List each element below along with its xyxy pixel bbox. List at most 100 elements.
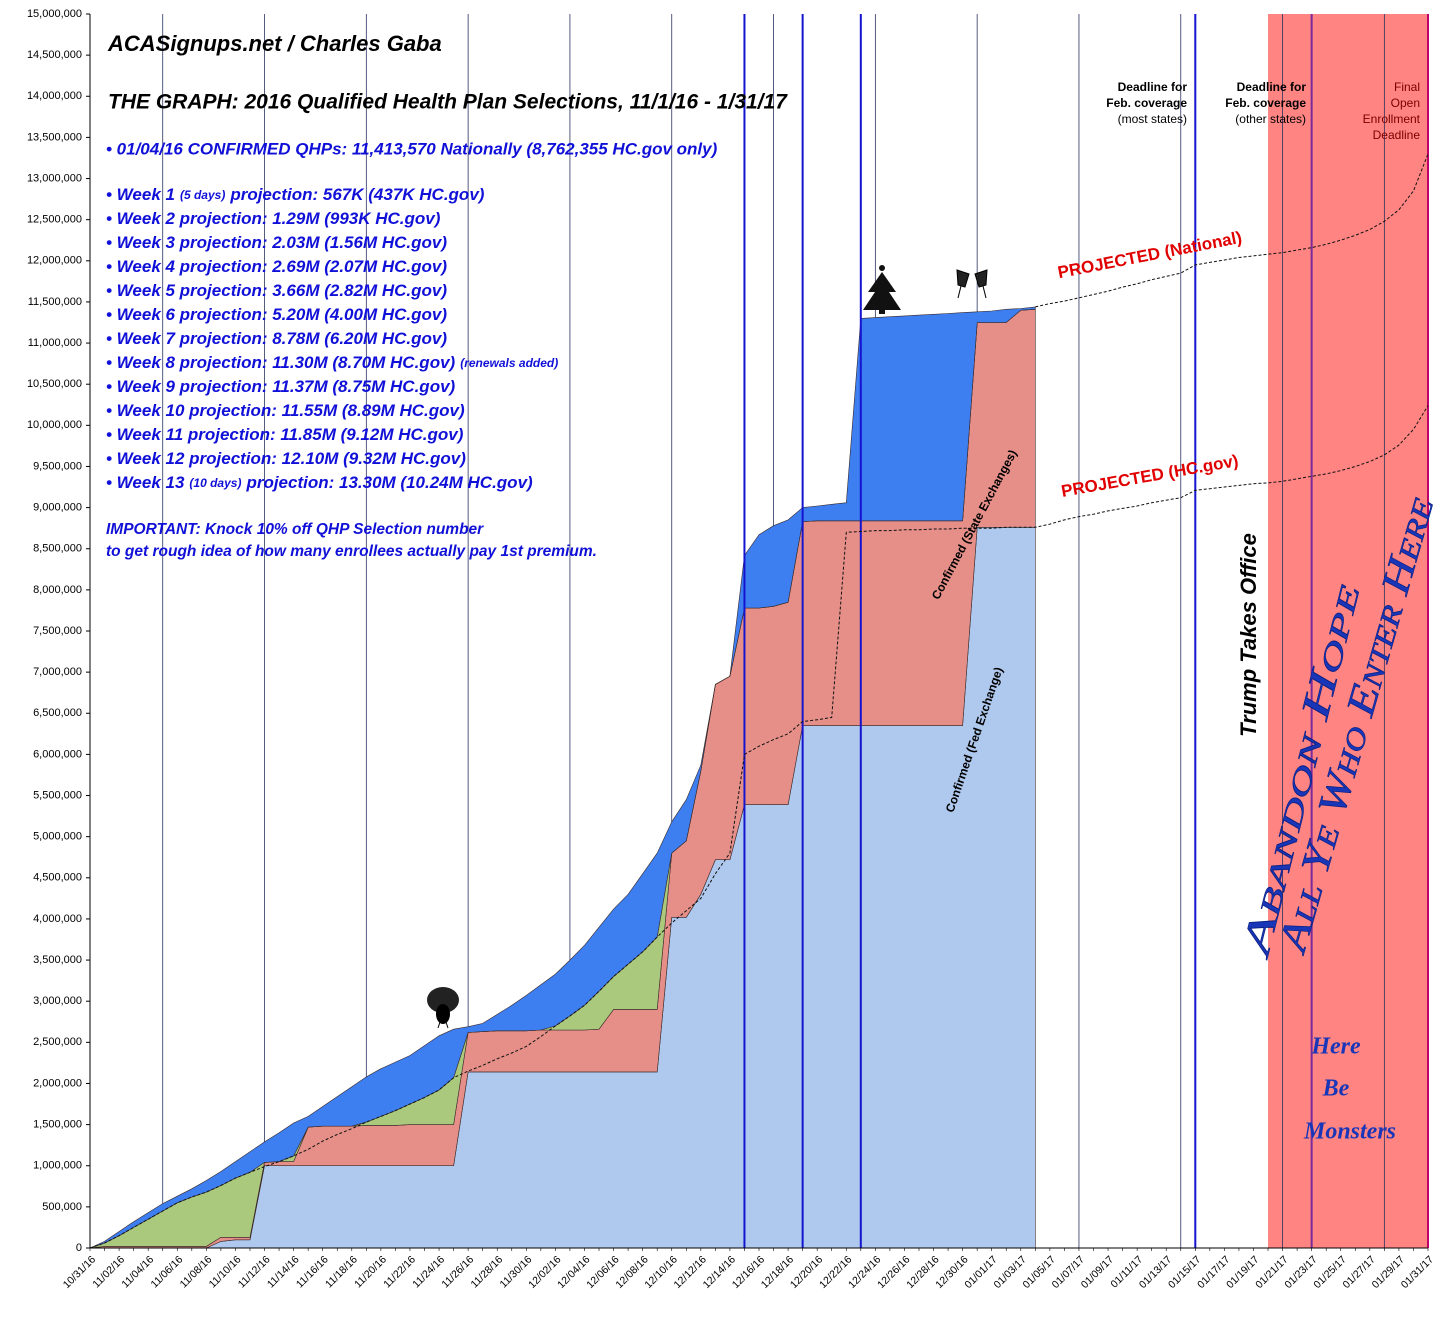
y-tick-label: 500,000 bbox=[42, 1201, 82, 1213]
week-note-part: • Week 4 projection: 2.69M (2.07M HC.gov… bbox=[106, 257, 447, 276]
y-tick-label: 6,000,000 bbox=[33, 748, 82, 760]
y-tick-label: 13,000,000 bbox=[27, 172, 82, 184]
week-note-part: • Week 10 projection: 11.55M (8.89M HC.g… bbox=[106, 401, 465, 420]
week-note: • Week 3 projection: 2.03M (1.56M HC.gov… bbox=[106, 233, 447, 252]
y-tick-label: 10,500,000 bbox=[27, 378, 82, 390]
week-note: • Week 13 (10 days) projection: 13.30M (10… bbox=[106, 473, 533, 492]
turkey-leg bbox=[445, 1021, 449, 1029]
trump-label: Trump Takes Office bbox=[1236, 533, 1261, 737]
y-tick-label: 10,000,000 bbox=[27, 419, 82, 431]
y-tick-label: 9,000,000 bbox=[33, 502, 82, 514]
final-deadline-label: Enrollment bbox=[1363, 112, 1421, 126]
week-note: • Week 9 projection: 11.37M (8.75M HC.go… bbox=[106, 377, 456, 396]
deadline-label: Deadline for bbox=[1118, 80, 1188, 94]
final-deadline-label: Final bbox=[1394, 80, 1420, 94]
final-deadline-label: Deadline bbox=[1373, 128, 1421, 142]
week-note: • Week 6 projection: 5.20M (4.00M HC.gov… bbox=[106, 305, 447, 324]
week-note-part: • Week 11 projection: 11.85M (9.12M HC.g… bbox=[106, 425, 464, 444]
y-tick-label: 5,500,000 bbox=[33, 789, 82, 801]
turkey-body bbox=[436, 1004, 450, 1024]
y-tick-label: 9,500,000 bbox=[33, 460, 82, 472]
week-note-part: projection: 13.30M (10.24M HC.gov) bbox=[245, 473, 533, 492]
week-note: • Week 10 projection: 11.55M (8.89M HC.g… bbox=[106, 401, 465, 420]
deadline-label: (other states) bbox=[1235, 112, 1306, 126]
deadline-label: (most states) bbox=[1118, 112, 1187, 126]
source: ACASignups.net / Charles Gaba bbox=[107, 31, 442, 56]
deadline-label: Deadline for bbox=[1237, 80, 1307, 94]
week-note-part: • Week 3 projection: 2.03M (1.56M HC.gov… bbox=[106, 233, 447, 252]
y-tick-label: 0 bbox=[76, 1242, 82, 1254]
tree-icon bbox=[863, 265, 901, 314]
deadline-label: Feb. coverage bbox=[1225, 96, 1306, 110]
y-tick-label: 7,500,000 bbox=[33, 625, 82, 637]
y-tick-label: 13,500,000 bbox=[27, 131, 82, 143]
turkey-icon bbox=[427, 987, 459, 1029]
y-tick-label: 3,500,000 bbox=[33, 954, 82, 966]
y-tick-label: 14,500,000 bbox=[27, 49, 82, 61]
week-note: • Week 5 projection: 3.66M (2.82M HC.gov… bbox=[106, 281, 447, 300]
y-tick-label: 14,000,000 bbox=[27, 90, 82, 102]
week-note-part: • Week 13 bbox=[106, 473, 185, 492]
line bbox=[1035, 153, 1429, 308]
line bbox=[89, 405, 1429, 1249]
red-zone bbox=[1268, 14, 1428, 1248]
y-tick-label: 11,000,000 bbox=[28, 337, 82, 349]
week-note: • Week 11 projection: 11.85M (9.12M HC.g… bbox=[106, 425, 464, 444]
y-tick-label: 8,000,000 bbox=[33, 584, 82, 596]
glass-stem bbox=[982, 285, 987, 299]
y-tick-label: 4,500,000 bbox=[33, 872, 82, 884]
important-note: IMPORTANT: Knock 10% off QHP Selection n… bbox=[106, 521, 484, 538]
week-note-part: • Week 9 projection: 11.37M (8.75M HC.go… bbox=[106, 377, 456, 396]
chart-title: THE GRAPH: 2016 Qualified Health Plan Se… bbox=[108, 91, 788, 114]
glasses-icon bbox=[956, 269, 988, 299]
tree bbox=[863, 272, 901, 310]
week-note-part: • Week 8 projection: 11.30M (8.70M HC.go… bbox=[106, 353, 456, 372]
y-tick-label: 7,000,000 bbox=[33, 666, 82, 678]
y-tick-label: 8,500,000 bbox=[33, 543, 82, 555]
turkey-leg bbox=[437, 1021, 441, 1029]
area bbox=[89, 306, 1036, 1249]
monsters-label: Monsters bbox=[1303, 1119, 1396, 1145]
week-note-part: • Week 6 projection: 5.20M (4.00M HC.gov… bbox=[106, 305, 447, 324]
week-note: • Week 7 projection: 8.78M (6.20M HC.gov… bbox=[106, 329, 447, 348]
week-note: • Week 4 projection: 2.69M (2.07M HC.gov… bbox=[106, 257, 447, 276]
week-note-part: • Week 2 projection: 1.29M (993K HC.gov) bbox=[106, 209, 441, 228]
week-note: • Week 2 projection: 1.29M (993K HC.gov) bbox=[106, 209, 441, 228]
week-note-part: projection: 567K (437K HC.gov) bbox=[229, 185, 484, 204]
week-note-part: • Week 12 projection: 12.10M (9.32M HC.g… bbox=[106, 449, 466, 468]
y-tick-label: 11,500,000 bbox=[28, 296, 82, 308]
week-note-part: • Week 7 projection: 8.78M (6.20M HC.gov… bbox=[106, 329, 447, 348]
y-tick-label: 6,500,000 bbox=[33, 707, 82, 719]
week-note-part: (5 days) bbox=[180, 188, 225, 202]
week-note: • Week 1 (5 days) projection: 567K (437K H… bbox=[106, 185, 485, 204]
week-note-part: • Week 5 projection: 3.66M (2.82M HC.gov… bbox=[106, 281, 447, 300]
glass bbox=[956, 269, 970, 288]
y-tick-label: 15,000,000 bbox=[27, 8, 82, 20]
glass bbox=[974, 269, 988, 288]
week-note: • Week 8 projection: 11.30M (8.70M HC.go… bbox=[106, 353, 558, 372]
tree-star bbox=[879, 265, 885, 271]
y-tick-label: 4,000,000 bbox=[33, 913, 82, 925]
y-tick-label: 2,000,000 bbox=[33, 1077, 82, 1089]
y-tick-label: 2,500,000 bbox=[33, 1036, 82, 1048]
week-note-part: (10 days) bbox=[189, 476, 241, 490]
glass-stem bbox=[957, 285, 962, 299]
final-deadline-label: Open bbox=[1391, 96, 1420, 110]
y-tick-label: 3,000,000 bbox=[33, 995, 82, 1007]
monsters-label: Be bbox=[1322, 1076, 1350, 1102]
important-note: to get rough idea of how many enrollees … bbox=[106, 543, 597, 560]
week-note: • Week 12 projection: 12.10M (9.32M HC.g… bbox=[106, 449, 466, 468]
y-tick-label: 5,000,000 bbox=[33, 831, 82, 843]
week-note-part: • Week 1 bbox=[106, 185, 175, 204]
monsters-label: Here bbox=[1310, 1034, 1361, 1060]
week-note-part: (renewals added) bbox=[460, 356, 558, 370]
headline: • 01/04/16 CONFIRMED QHPs: 11,413,570 Na… bbox=[106, 139, 718, 158]
y-tick-label: 12,000,000 bbox=[27, 255, 82, 267]
turkey-tail bbox=[427, 987, 459, 1013]
deadline-label: Feb. coverage bbox=[1106, 96, 1187, 110]
tree-trunk bbox=[879, 310, 885, 314]
y-tick-label: 1,500,000 bbox=[33, 1119, 82, 1131]
y-tick-label: 1,000,000 bbox=[33, 1160, 82, 1172]
